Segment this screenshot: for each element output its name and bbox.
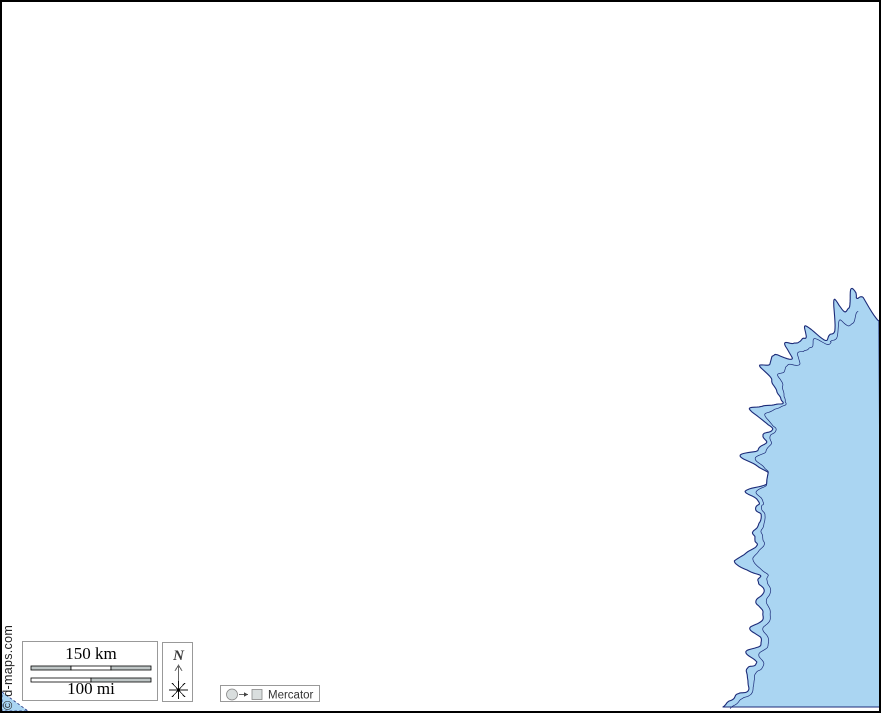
svg-text:150 km: 150 km <box>65 644 116 663</box>
svg-text:N: N <box>172 648 185 664</box>
svg-text:100 mi: 100 mi <box>67 679 115 698</box>
svg-text:Mercator: Mercator <box>268 689 314 701</box>
